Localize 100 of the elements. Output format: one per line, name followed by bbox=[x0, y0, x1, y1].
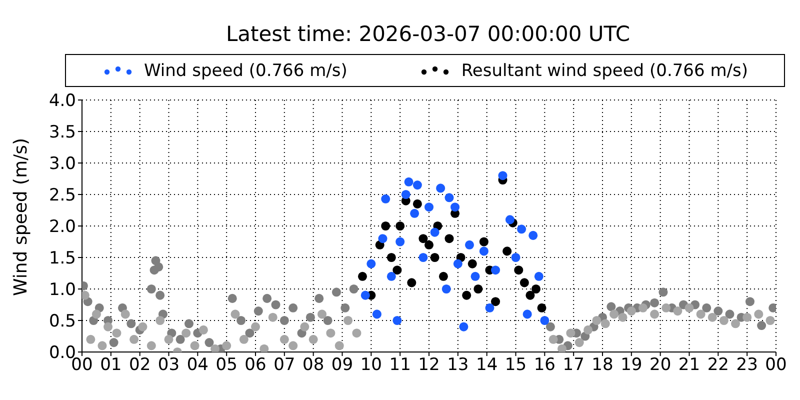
x-tick-label: 01 bbox=[100, 355, 122, 376]
point bbox=[323, 316, 332, 326]
point bbox=[222, 341, 232, 350]
point bbox=[502, 246, 512, 256]
point bbox=[745, 297, 754, 306]
point bbox=[618, 312, 628, 322]
point bbox=[438, 272, 448, 281]
point bbox=[392, 266, 402, 275]
point bbox=[407, 278, 416, 288]
point bbox=[308, 334, 318, 344]
y-tick-label: 1.5 bbox=[48, 248, 76, 269]
point bbox=[546, 322, 555, 332]
point bbox=[344, 316, 353, 326]
point bbox=[485, 303, 494, 312]
point bbox=[254, 306, 263, 316]
point bbox=[505, 215, 514, 224]
point bbox=[332, 288, 341, 297]
point bbox=[479, 246, 488, 256]
point bbox=[271, 300, 280, 310]
point bbox=[558, 344, 567, 352]
point bbox=[306, 312, 315, 322]
point bbox=[537, 303, 546, 312]
point bbox=[210, 344, 220, 352]
x-tick-label: 18 bbox=[592, 355, 614, 376]
x-tick-label: 00 bbox=[765, 355, 787, 376]
point bbox=[146, 341, 156, 350]
x-tick-label: 13 bbox=[447, 355, 469, 376]
point bbox=[468, 259, 477, 268]
x-tick-label: 20 bbox=[650, 355, 672, 376]
y-tick-label: 2.5 bbox=[48, 186, 76, 206]
point bbox=[228, 294, 237, 303]
point bbox=[396, 237, 405, 246]
point bbox=[658, 288, 668, 297]
x-tick-label: 19 bbox=[620, 355, 642, 376]
point bbox=[459, 322, 468, 332]
point bbox=[190, 341, 200, 350]
point bbox=[444, 234, 454, 244]
point bbox=[334, 341, 344, 350]
point bbox=[548, 334, 558, 344]
legend-label: Resultant wind speed (0.766 m/s) bbox=[461, 60, 748, 80]
point bbox=[600, 319, 610, 328]
x-tick-label: 10 bbox=[360, 355, 382, 376]
point bbox=[462, 290, 472, 300]
point bbox=[130, 334, 139, 344]
point bbox=[401, 190, 410, 200]
point bbox=[719, 316, 728, 326]
point bbox=[386, 272, 396, 281]
point bbox=[404, 177, 414, 186]
point bbox=[250, 322, 260, 332]
x-tick-label: 16 bbox=[534, 355, 556, 376]
point bbox=[358, 272, 368, 281]
point bbox=[574, 338, 584, 348]
point bbox=[418, 234, 428, 244]
point bbox=[288, 341, 298, 350]
point bbox=[517, 224, 526, 234]
point bbox=[514, 266, 524, 275]
point bbox=[378, 234, 388, 244]
point bbox=[92, 310, 101, 319]
point bbox=[184, 319, 194, 328]
point bbox=[520, 278, 529, 288]
point bbox=[638, 303, 648, 312]
point bbox=[146, 284, 156, 294]
point bbox=[288, 303, 298, 312]
point bbox=[280, 316, 289, 326]
point bbox=[300, 322, 310, 332]
point bbox=[714, 306, 723, 316]
point bbox=[98, 341, 107, 350]
point bbox=[696, 310, 706, 319]
y-tick-label: 3.5 bbox=[48, 122, 76, 143]
point bbox=[349, 284, 358, 294]
point bbox=[673, 306, 682, 316]
point bbox=[381, 194, 390, 204]
point bbox=[430, 228, 440, 237]
point bbox=[176, 334, 185, 344]
point bbox=[757, 321, 766, 330]
point bbox=[511, 252, 520, 262]
point bbox=[540, 316, 550, 326]
x-tick-label: 22 bbox=[707, 355, 729, 376]
point bbox=[490, 297, 500, 306]
point bbox=[526, 290, 535, 300]
x-tick-label: 05 bbox=[216, 355, 238, 376]
point bbox=[650, 298, 660, 308]
y-axis-title: Wind speed (m/s) bbox=[10, 138, 32, 296]
point bbox=[392, 316, 402, 326]
point bbox=[381, 221, 390, 231]
y-tick-label: 4.0 bbox=[48, 91, 76, 112]
point bbox=[708, 312, 717, 322]
point bbox=[360, 290, 370, 300]
point bbox=[412, 180, 422, 190]
x-tick-label: 17 bbox=[562, 355, 584, 376]
point bbox=[418, 252, 428, 262]
point bbox=[592, 316, 602, 326]
x-tick-label: 02 bbox=[129, 355, 151, 376]
y-tick-label: 2.0 bbox=[48, 217, 76, 238]
point bbox=[386, 252, 396, 262]
point bbox=[262, 294, 272, 303]
x-tick-label: 11 bbox=[389, 355, 411, 376]
point bbox=[410, 208, 420, 218]
point bbox=[450, 202, 460, 212]
x-tick-label: 07 bbox=[274, 355, 296, 376]
